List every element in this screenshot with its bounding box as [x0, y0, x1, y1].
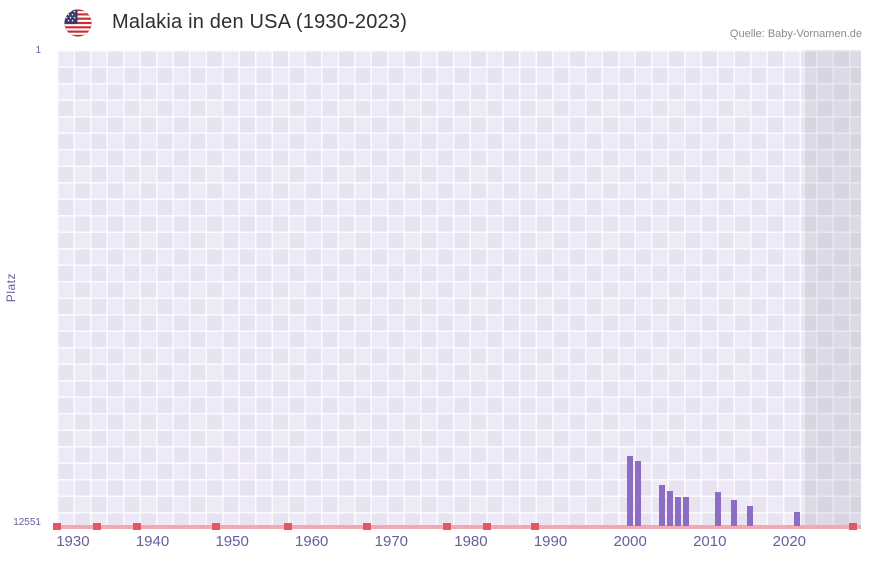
unranked-marker-1982 [482, 523, 491, 530]
x-tick-1940: 1940 [135, 533, 170, 550]
x-tick-1950: 1950 [215, 533, 249, 550]
x-tick-1990: 1990 [533, 533, 568, 550]
rank-bar-2006[interactable] [674, 497, 681, 526]
y-axis-title: Platz [4, 273, 18, 303]
no-data-region [805, 50, 861, 526]
page-title: Malakia in den USA (1930-2023) [112, 11, 408, 33]
unranked-marker-1933 [92, 523, 101, 530]
unranked-marker-1938 [132, 523, 141, 530]
unranked-marker-1967 [363, 523, 372, 530]
unranked-marker-1977 [443, 523, 452, 530]
x-tick-1970: 1970 [374, 533, 409, 550]
rank-bar-2015[interactable] [746, 506, 753, 526]
source-credit: Quelle: Baby-Vornamen.de [729, 28, 862, 40]
y-axis-max-label: 1 [35, 45, 41, 56]
rank-bar-2000[interactable] [627, 455, 634, 526]
us-flag-icon [64, 9, 92, 37]
x-tick-1930: 1930 [56, 533, 90, 550]
rank-bar-2005[interactable] [666, 491, 673, 526]
unranked-marker-1988 [530, 523, 539, 530]
rank-bar-2004[interactable] [658, 485, 665, 526]
rank-bar-2021[interactable] [794, 511, 801, 526]
x-axis-labels: 1930 1940 1950 1960 1970 1980 1990 2000 2010 2020 [56, 533, 861, 555]
unranked-marker-1957 [283, 523, 292, 530]
x-tick-2010: 2010 [693, 533, 727, 550]
y-axis-title-wrap: Platz [4, 50, 18, 526]
unranked-marker-1928 [53, 523, 61, 530]
rank-bar-2007[interactable] [682, 497, 689, 526]
x-axis-baseline [57, 525, 861, 529]
x-tick-2020: 2020 [772, 533, 807, 550]
plot-area [53, 50, 861, 530]
rank-bar-2011[interactable] [714, 491, 721, 526]
unranked-marker-2028 [849, 523, 858, 530]
y-axis-min-label: 12551 [13, 517, 41, 528]
x-tick-2000: 2000 [613, 533, 647, 550]
rank-bar-2001[interactable] [635, 461, 642, 526]
x-tick-1980: 1980 [454, 533, 488, 550]
unranked-marker-1948 [212, 523, 221, 530]
x-tick-1960: 1960 [295, 533, 329, 550]
rank-bar-2013[interactable] [730, 499, 737, 526]
